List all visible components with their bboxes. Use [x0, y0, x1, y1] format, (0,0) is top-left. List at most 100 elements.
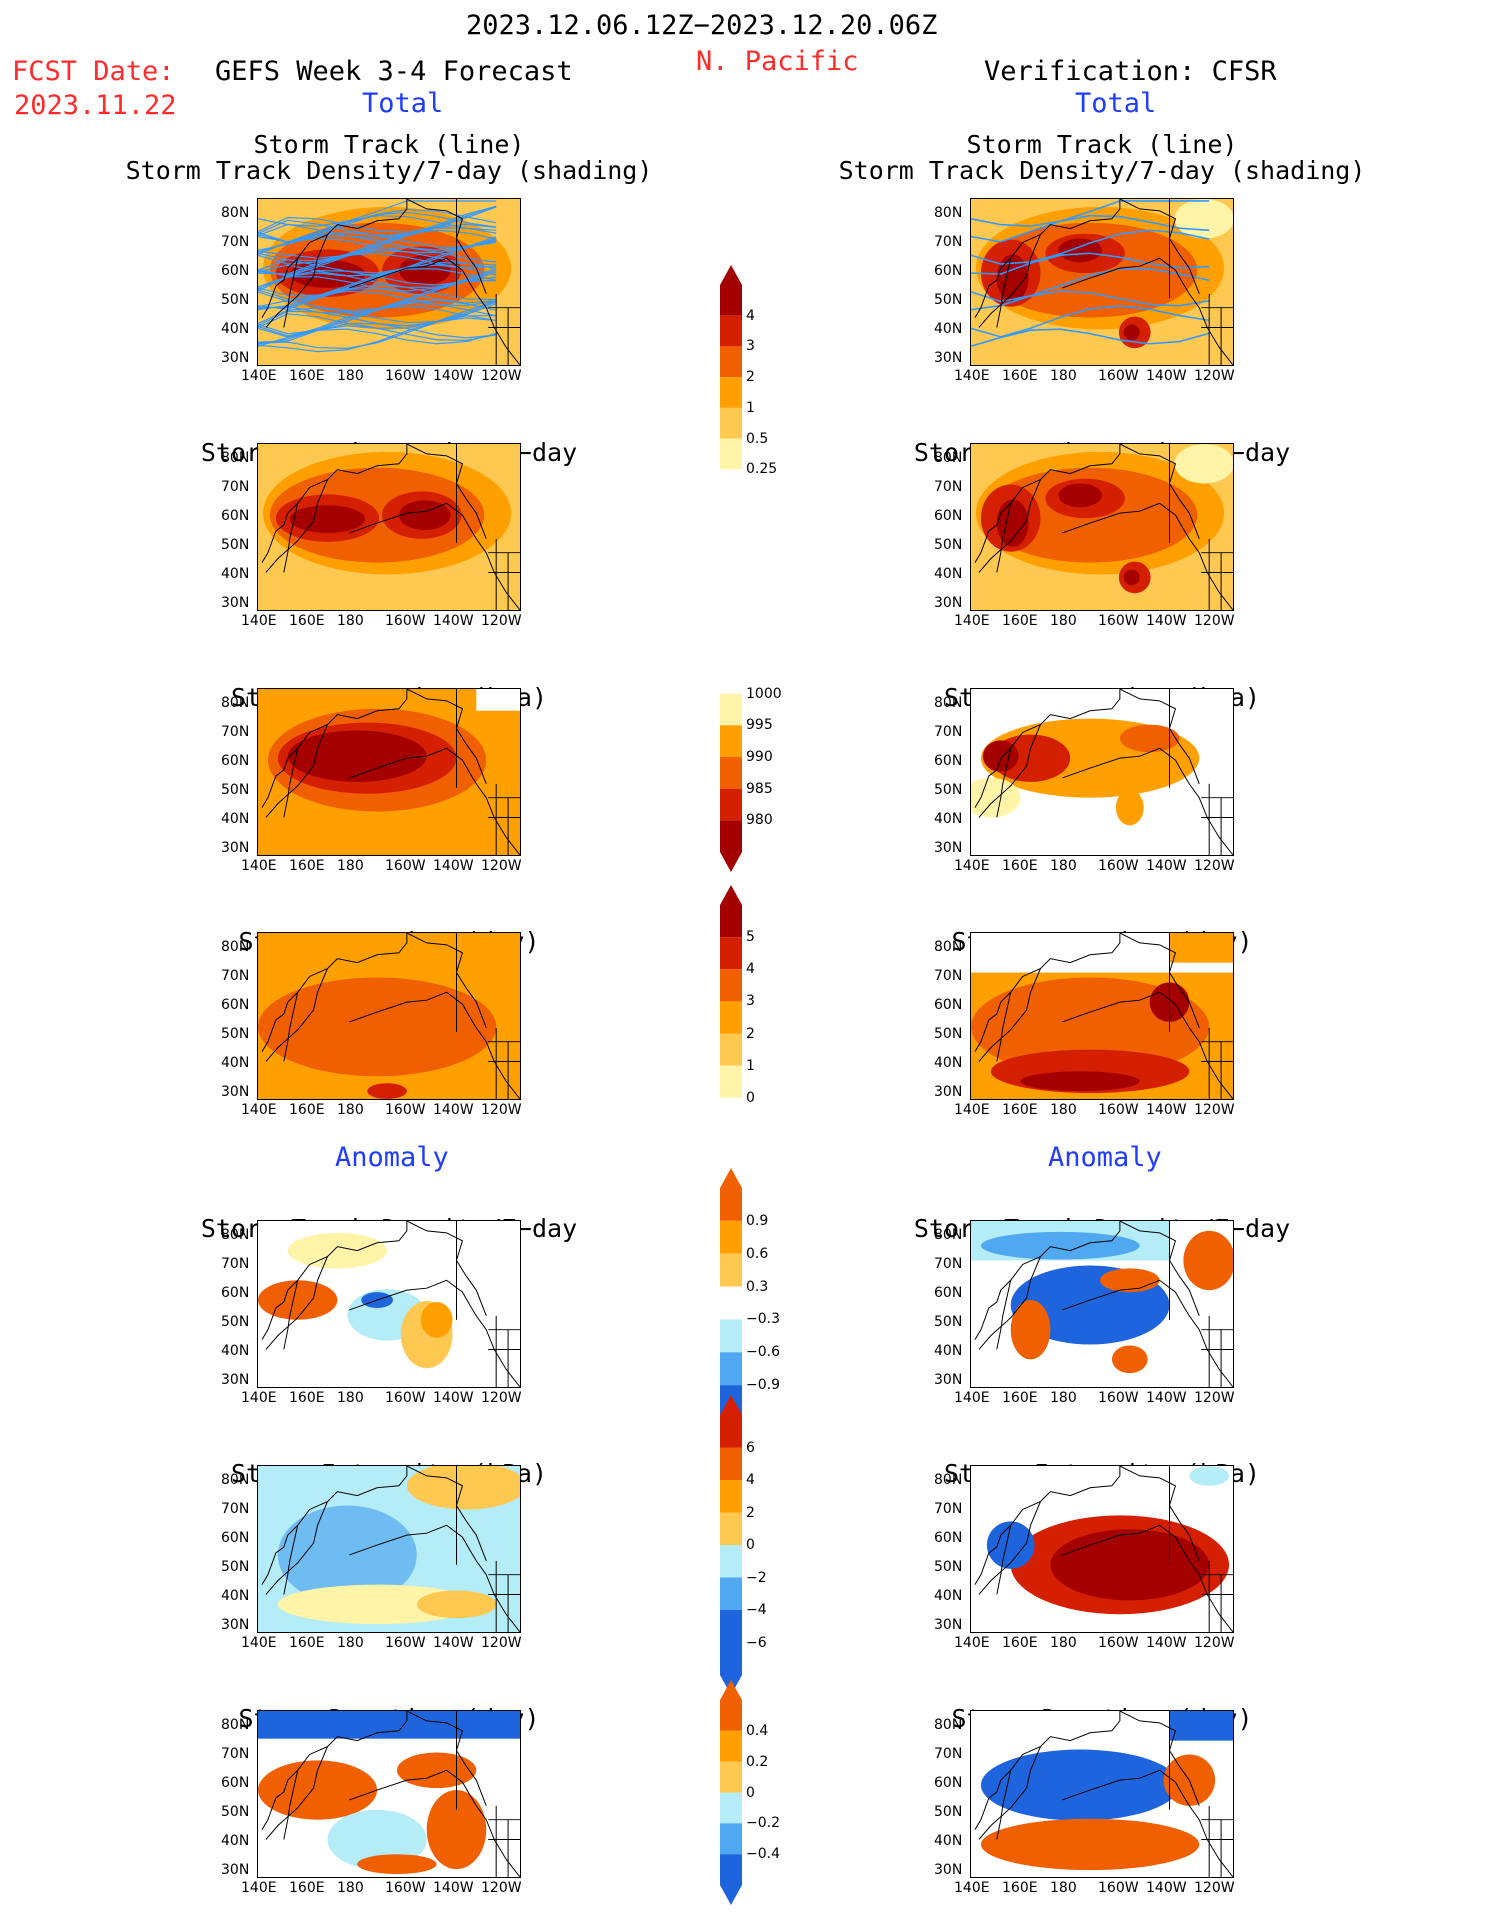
colorbar: [720, 642, 742, 872]
x-tick-label: 180: [337, 858, 364, 874]
y-tick-label: 30N: [934, 350, 963, 366]
coastline: [488, 1560, 520, 1632]
x-tick-label: 120W: [481, 1880, 522, 1896]
colorbar-segment: [720, 757, 742, 789]
y-tick-label: 50N: [221, 537, 250, 553]
x-tick-label: 140E: [241, 1880, 277, 1896]
colorbar-arrow-bottom: [720, 1130, 742, 1150]
coastline: [974, 1221, 1121, 1340]
y-tick-label: 70N: [934, 968, 963, 984]
map-panel: [257, 198, 521, 366]
x-tick-label: 180: [1050, 1880, 1077, 1896]
x-tick-label: 160W: [1098, 1635, 1139, 1651]
colorbar-segment: [720, 1480, 742, 1513]
y-tick-label: 70N: [934, 1256, 963, 1272]
coastline: [488, 1027, 520, 1099]
y-tick-label: 60N: [934, 1775, 963, 1791]
coastline: [261, 933, 408, 1052]
x-tick-label: 120W: [481, 613, 522, 629]
y-tick-label: 80N: [934, 1227, 963, 1243]
x-tick-label: 140W: [1146, 1880, 1187, 1896]
colorbar-segment: [720, 1352, 742, 1386]
coastline: [283, 1280, 299, 1350]
y-tick-label: 70N: [934, 479, 963, 495]
x-tick-label: 160E: [289, 1390, 325, 1406]
x-tick-label: 120W: [1194, 368, 1235, 384]
colorbar-label: 0.9: [746, 1212, 769, 1229]
map-panel: [257, 1710, 521, 1878]
coastline: [974, 689, 1121, 808]
colorbar-label: 6: [746, 1439, 755, 1456]
colorbar-segment: [720, 1033, 742, 1066]
coastline: [996, 503, 1012, 573]
coastline: [283, 258, 299, 328]
colorbar-segment: [720, 377, 742, 408]
colorbar-segment: [720, 1097, 742, 1130]
colorbar-label: −0.3: [746, 1311, 780, 1328]
colorbar-segment: [720, 725, 742, 757]
y-tick-label: 80N: [934, 1717, 963, 1733]
colorbar-arrow-bottom: [720, 1885, 742, 1905]
colorbar-segment: [720, 1823, 742, 1855]
coastline: [978, 968, 1041, 1062]
colorbar-label: 0.2: [746, 1753, 769, 1770]
y-tick-label: 60N: [221, 508, 250, 524]
colorbar-segment: [720, 1854, 742, 1885]
x-tick-label: 140E: [954, 1635, 990, 1651]
map-field: [258, 199, 520, 365]
colorbar-segment: [720, 1792, 742, 1824]
coastline: [488, 538, 520, 610]
y-tick-label: 60N: [934, 753, 963, 769]
coastline: [406, 933, 487, 1029]
colorbar-segment: [720, 1253, 742, 1287]
x-tick-label: 180: [337, 1635, 364, 1651]
y-tick-label: 40N: [934, 321, 963, 337]
colorbar-segment: [720, 693, 742, 726]
colorbar-segment: [720, 1001, 742, 1034]
map-field: [971, 689, 1233, 855]
x-tick-label: 160W: [1098, 1102, 1139, 1118]
coastline: [406, 444, 487, 540]
x-tick-label: 140E: [954, 1390, 990, 1406]
colorbar-segment: [720, 788, 742, 821]
x-tick-label: 160W: [1098, 1880, 1139, 1896]
coastline: [265, 1746, 328, 1840]
colorbar-label: 980: [746, 812, 773, 829]
map-field: [971, 1466, 1233, 1632]
coastline: [996, 258, 1012, 328]
x-tick-label: 160W: [385, 1880, 426, 1896]
colorbar-segment: [720, 346, 742, 378]
x-tick-label: 180: [337, 613, 364, 629]
colorbar-label: 2: [746, 369, 755, 386]
y-tick-label: 40N: [221, 1055, 250, 1071]
colorbar-label: 0: [746, 1537, 755, 1553]
coastline: [283, 748, 299, 818]
y-tick-label: 60N: [934, 1285, 963, 1301]
y-tick-label: 70N: [221, 968, 250, 984]
colorbar-segment: [720, 1188, 742, 1221]
coastline: [261, 689, 408, 808]
y-tick-label: 70N: [221, 234, 250, 250]
x-tick-label: 140E: [954, 1880, 990, 1896]
colorbar-arrow-top: [720, 265, 742, 285]
y-tick-label: 40N: [934, 1343, 963, 1359]
y-tick-label: 60N: [221, 1530, 250, 1546]
y-tick-label: 30N: [934, 1372, 963, 1388]
y-tick-label: 30N: [221, 1084, 250, 1100]
colorbar-segment: [720, 1700, 742, 1731]
coastline: [261, 1711, 408, 1830]
x-tick-label: 120W: [481, 1635, 522, 1651]
x-tick-label: 140E: [241, 1635, 277, 1651]
coastline: [488, 1805, 520, 1877]
coastline: [1201, 293, 1233, 365]
coastline: [283, 992, 299, 1062]
y-tick-label: 80N: [221, 1227, 250, 1243]
y-tick-label: 80N: [934, 450, 963, 466]
colorbar-segment: [720, 662, 742, 694]
colorbar-segment: [720, 1730, 742, 1762]
x-tick-label: 140W: [1146, 368, 1187, 384]
y-tick-label: 50N: [221, 1314, 250, 1330]
colorbar-segment: [720, 1642, 742, 1675]
colorbar-segment: [720, 1220, 742, 1254]
coastline: [978, 234, 1041, 328]
